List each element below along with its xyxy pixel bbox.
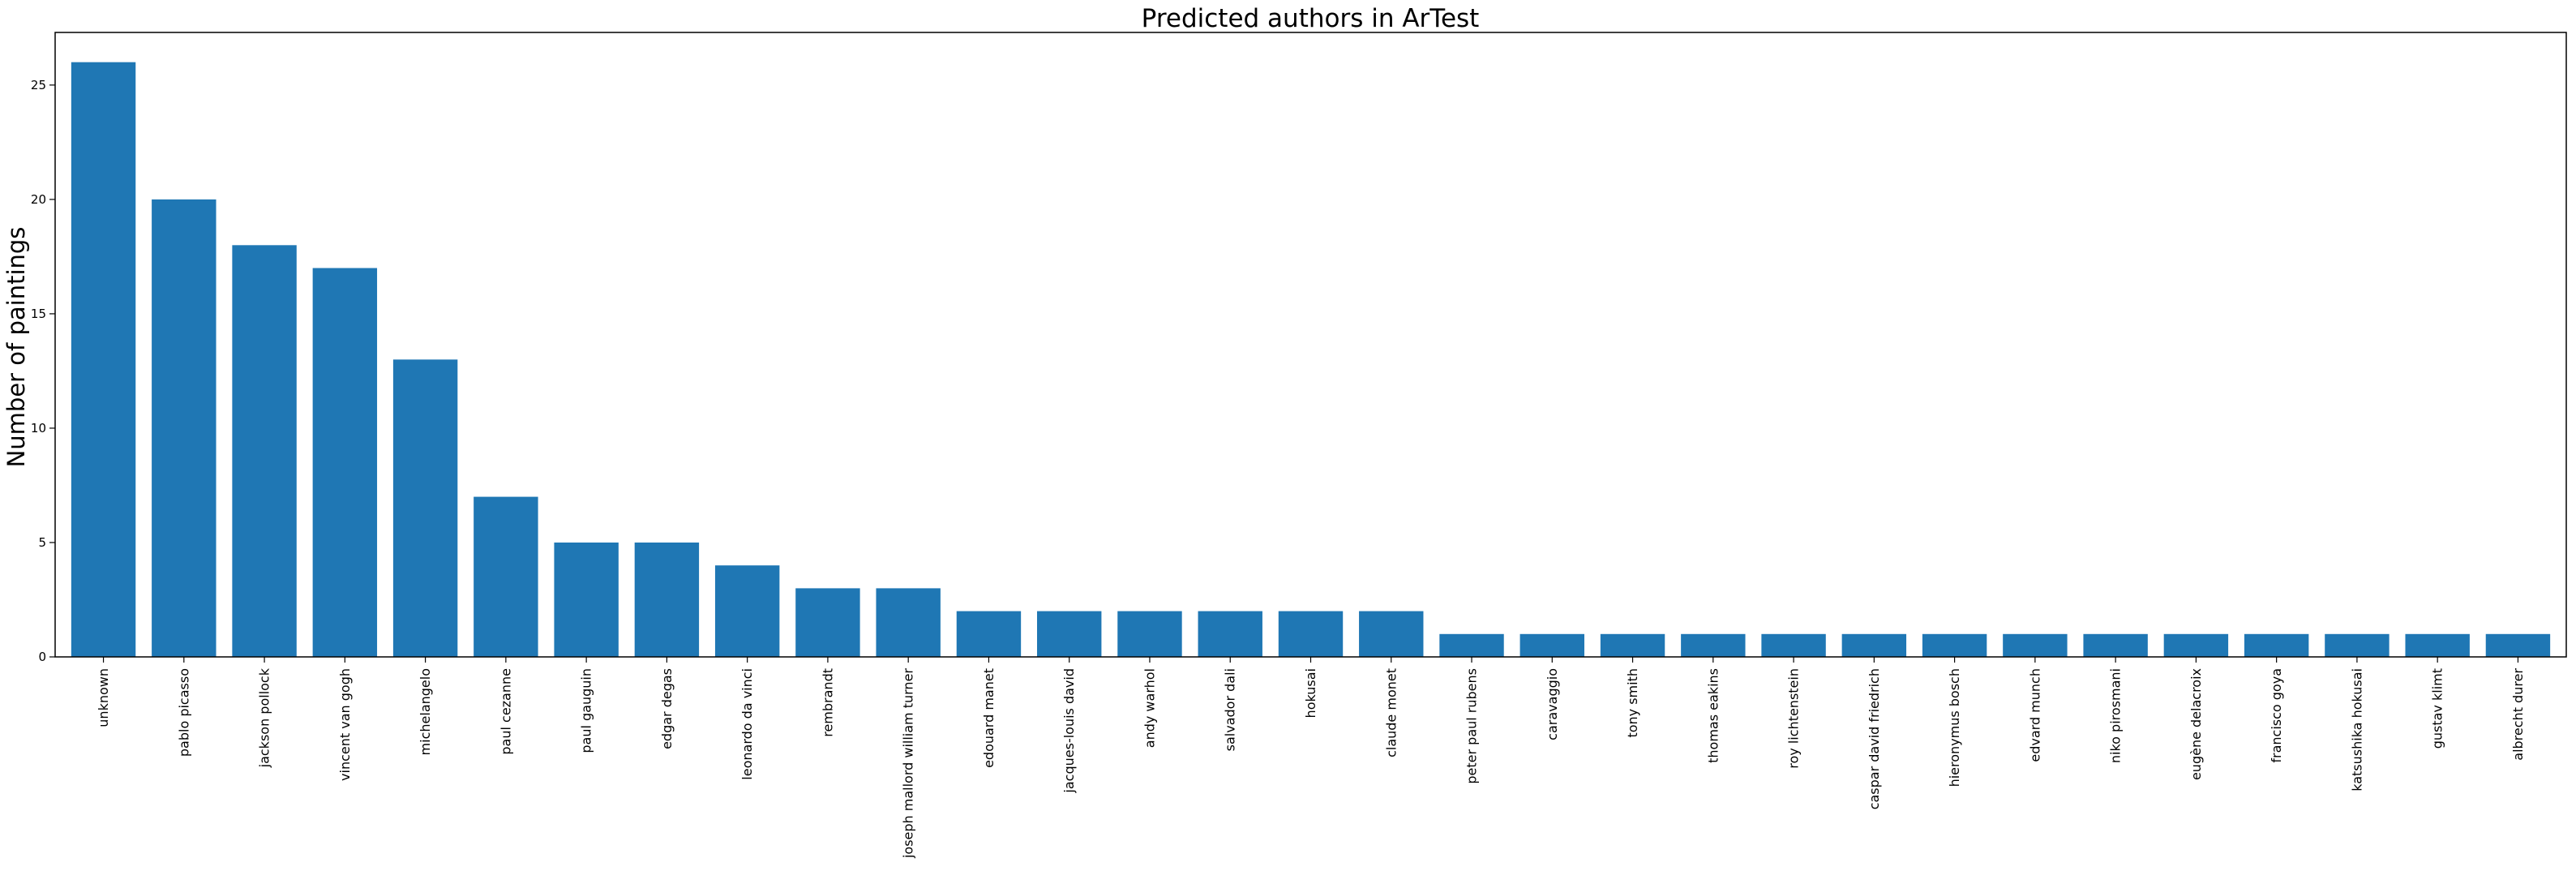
bar-eug-ne-delacroix [2163, 633, 2229, 657]
bar-rembrandt [795, 588, 860, 657]
x-tick-label: tony smith [1625, 668, 1640, 738]
bar-leonardo-da-vinci [714, 565, 780, 657]
bar-jackson-pollock [232, 245, 297, 657]
chart-title: Predicted authors in ArTest [1142, 4, 1480, 33]
bar-salvador-dali [1198, 611, 1262, 657]
bar-niko-pirosmani [2083, 633, 2148, 657]
x-tick-label: paul cezanne [498, 668, 513, 755]
bar-edgar-degas [634, 542, 700, 657]
bar-michelangelo [392, 359, 458, 657]
x-tick-label: katsushika hokusai [2349, 668, 2364, 792]
bar-edvard-munch [2003, 633, 2068, 657]
bar-roy-lichtenstein [1761, 633, 1826, 657]
bar-jacques-louis-david [1037, 611, 1102, 657]
x-tick-label: paul gauguin [579, 668, 594, 753]
x-tick-label: edvard munch [2027, 668, 2042, 762]
bar-caravaggio [1519, 633, 1584, 657]
x-tick-label: eugène delacroix [2188, 668, 2204, 780]
y-tick-label: 0 [38, 650, 46, 664]
bar-vincent-van-gogh [312, 268, 378, 657]
bar-caspar-david-friedrich [1841, 633, 1907, 657]
bar-hokusai [1278, 611, 1344, 657]
x-tick-label: jackson pollock [257, 667, 272, 768]
x-tick-label: unknown [96, 668, 111, 727]
x-tick-label: rembrandt [820, 668, 835, 737]
x-tick-label: albrecht durer [2510, 668, 2526, 761]
bars-group [71, 62, 2551, 657]
x-tick-label: roy lichtenstein [1786, 668, 1802, 769]
y-tick-label: 25 [31, 78, 46, 92]
bar-peter-paul-rubens [1439, 633, 1504, 657]
x-tick-label: gustav klimt [2430, 668, 2445, 749]
bar-thomas-eakins [1681, 633, 1746, 657]
y-tick-label: 15 [31, 307, 46, 321]
x-tick-label: joseph mallord william turner [901, 668, 916, 859]
x-tick-label: leonardo da vinci [739, 668, 755, 780]
x-tick-label: francisco goya [2269, 668, 2284, 763]
bar-unknown [71, 62, 136, 657]
x-tick-label: vincent van gogh [337, 668, 353, 781]
bar-francisco-goya [2244, 633, 2309, 657]
x-tick-label: claude monet [1383, 668, 1399, 757]
bar-edouard-manet [956, 611, 1022, 657]
bar-hieronymus-bosch [1922, 633, 1987, 657]
bar-paul-cezanne [474, 496, 538, 657]
x-tick-label: thomas eakins [1705, 668, 1721, 763]
x-tick-label: pablo picasso [176, 668, 191, 757]
bar-joseph-mallord-william-turner [876, 588, 941, 657]
x-tick-label: jacques-louis david [1061, 668, 1077, 794]
bar-paul-gauguin [554, 542, 619, 657]
bar-tony-smith [1600, 633, 1665, 657]
x-tick-label: edgar degas [659, 668, 675, 749]
y-tick-label: 10 [31, 421, 46, 436]
y-axis-ticks: 0 5 10 15 20 25 [31, 78, 55, 664]
bar-katsushika-hokusai [2325, 633, 2390, 657]
bar-albrecht-durer [2485, 633, 2551, 657]
bar-gustav-klimt [2405, 633, 2470, 657]
plot-frame [54, 32, 2567, 658]
y-tick-label: 20 [31, 192, 46, 207]
x-axis-ticks: unknown pablo picasso jackson pollock vince… [96, 657, 2526, 859]
bar-andy-warhol [1117, 611, 1182, 657]
x-tick-label: salvador dali [1223, 668, 1238, 751]
x-tick-label: hokusai [1303, 668, 1318, 718]
bar-claude-monet [1359, 611, 1424, 657]
bar-pablo-picasso [152, 199, 216, 657]
x-tick-label: michelangelo [418, 668, 433, 755]
x-tick-label: peter paul rubens [1464, 668, 1480, 784]
x-tick-label: niko pirosmani [2108, 668, 2124, 763]
x-tick-label: edouard manet [981, 668, 997, 768]
y-axis-label: Number of paintings [2, 227, 30, 468]
x-tick-label: andy warhol [1142, 668, 1157, 748]
x-tick-label: caspar david friedrich [1867, 668, 1882, 809]
y-tick-label: 5 [38, 535, 46, 550]
x-tick-label: hieronymus bosch [1947, 668, 1962, 787]
x-tick-label: caravaggio [1545, 668, 1560, 740]
